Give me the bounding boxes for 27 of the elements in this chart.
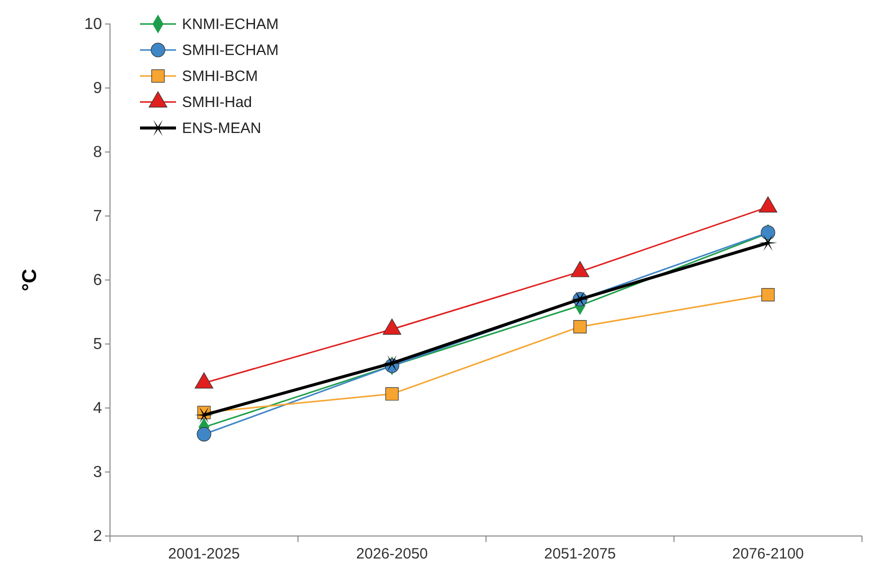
y-tick-label: 7 bbox=[93, 208, 102, 226]
point bbox=[758, 234, 778, 251]
point bbox=[761, 288, 775, 302]
y-tick-label: 8 bbox=[93, 144, 102, 162]
y-tick-label: 3 bbox=[93, 464, 102, 482]
y-tick-label: 10 bbox=[84, 16, 102, 34]
legend-label: KNMI-ECHAM bbox=[182, 16, 279, 33]
x-tick-label: 2051-2075 bbox=[544, 546, 616, 563]
x-tick-label: 2001-2025 bbox=[168, 546, 240, 563]
point bbox=[573, 320, 587, 334]
point bbox=[385, 387, 399, 401]
y-tick-label: 4 bbox=[93, 400, 102, 418]
y-axis-title: °C bbox=[19, 268, 41, 292]
point bbox=[194, 406, 214, 424]
y-tick-label: 5 bbox=[93, 336, 102, 354]
legend-label: SMHI-Had bbox=[182, 94, 252, 111]
y-tick-label: 9 bbox=[93, 80, 102, 98]
x-tick-label: 2076-2100 bbox=[732, 546, 804, 563]
legend-label: SMHI-BCM bbox=[182, 68, 258, 85]
point bbox=[760, 225, 776, 240]
point bbox=[382, 355, 402, 372]
point bbox=[196, 427, 212, 442]
x-tick-label: 2026-2050 bbox=[356, 546, 428, 563]
legend-label: SMHI-ECHAM bbox=[182, 42, 279, 59]
legend-label: ENS-MEAN bbox=[182, 120, 262, 137]
y-tick-label: 2 bbox=[93, 528, 102, 546]
y-tick-label: 6 bbox=[93, 272, 102, 290]
